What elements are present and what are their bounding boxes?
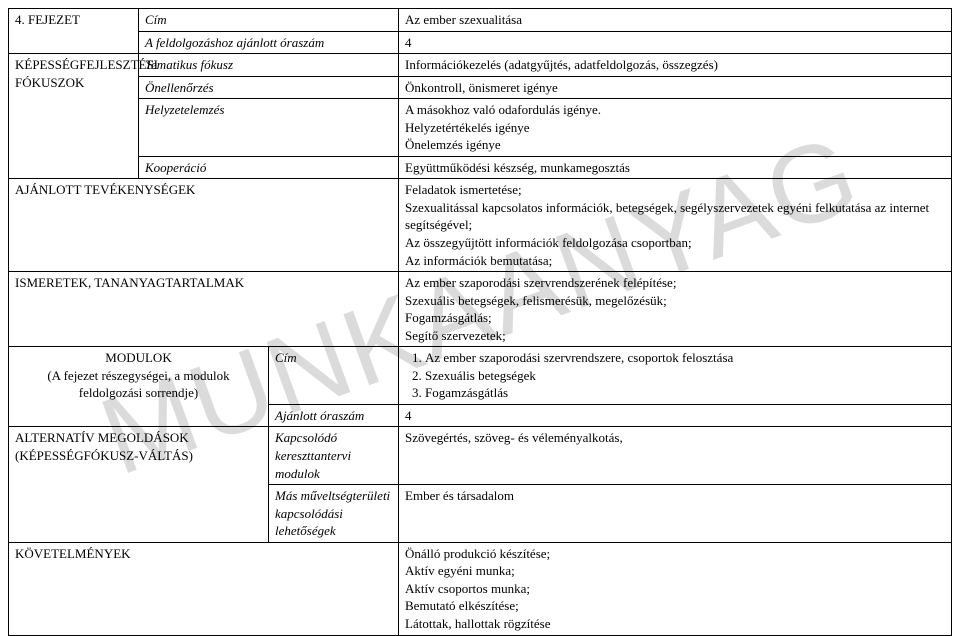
tematikus-label: Tematikus fókusz — [139, 54, 399, 77]
cim-label: Cím — [139, 9, 399, 32]
kovet-left: KÖVETELMÉNYEK — [9, 542, 399, 635]
modulok-left: MODULOK (A fejezet részegységei, a modul… — [9, 347, 269, 427]
oraszam-value: 4 — [399, 31, 952, 54]
kapcs-value: Szövegértés, szöveg- és véleményalkotás, — [399, 427, 952, 485]
list-item: Fogamzásgátlás — [425, 384, 945, 402]
ajanlott-value: Feladatok ismertetése; Szexualitással ka… — [399, 179, 952, 272]
ajanlott-left: AJÁNLOTT TEVÉKENYSÉGEK — [9, 179, 399, 272]
fejezet-cell: 4. FEJEZET — [9, 9, 139, 54]
koop-label: Kooperáció — [139, 156, 399, 179]
kepesseg-left: KÉPESSÉGFEJLESZTÉSI FÓKUSZOK — [9, 54, 139, 179]
list-item: Szexuális betegségek — [425, 367, 945, 385]
onellen-label: Önellenőrzés — [139, 76, 399, 99]
ismeretek-left: ISMERETEK, TANANYAGTARTALMAK — [9, 272, 399, 347]
koop-value: Együttműködési készség, munkamegosztás — [399, 156, 952, 179]
tematikus-value: Információkezelés (adatgyűjtés, adatfeld… — [399, 54, 952, 77]
helyzet-label: Helyzetelemzés — [139, 99, 399, 157]
list-item: Az ember szaporodási szervrendszere, cso… — [425, 349, 945, 367]
mod-cim-value: Az ember szaporodási szervrendszere, cso… — [399, 347, 952, 405]
mas-label: Más műveltségterületi kapcsolódási lehet… — [269, 485, 399, 543]
mod-ora-value: 4 — [399, 404, 952, 427]
onellen-value: Önkontroll, önismeret igénye — [399, 76, 952, 99]
oraszam-label: A feldolgozáshoz ajánlott óraszám — [139, 31, 399, 54]
helyzet-value: A másokhoz való odafordulás igénye. Hely… — [399, 99, 952, 157]
mas-value: Ember és társadalom — [399, 485, 952, 543]
kovet-value: Önálló produkció készítése; Aktív egyéni… — [399, 542, 952, 635]
alt-left: ALTERNATÍV MEGOLDÁSOK (KÉPESSÉGFÓKUSZ-VÁ… — [9, 427, 269, 542]
cim-value: Az ember szexualitása — [399, 9, 952, 32]
curriculum-table: 4. FEJEZET Cím Az ember szexualitása A f… — [8, 8, 952, 636]
ismeretek-value: Az ember szaporodási szervrendszerének f… — [399, 272, 952, 347]
kapcs-label: Kapcsolódó kereszttantervi modulok — [269, 427, 399, 485]
mod-ora-label: Ajánlott óraszám — [269, 404, 399, 427]
mod-cim-label: Cím — [269, 347, 399, 405]
mod-cim-list: Az ember szaporodási szervrendszere, cso… — [405, 349, 945, 402]
